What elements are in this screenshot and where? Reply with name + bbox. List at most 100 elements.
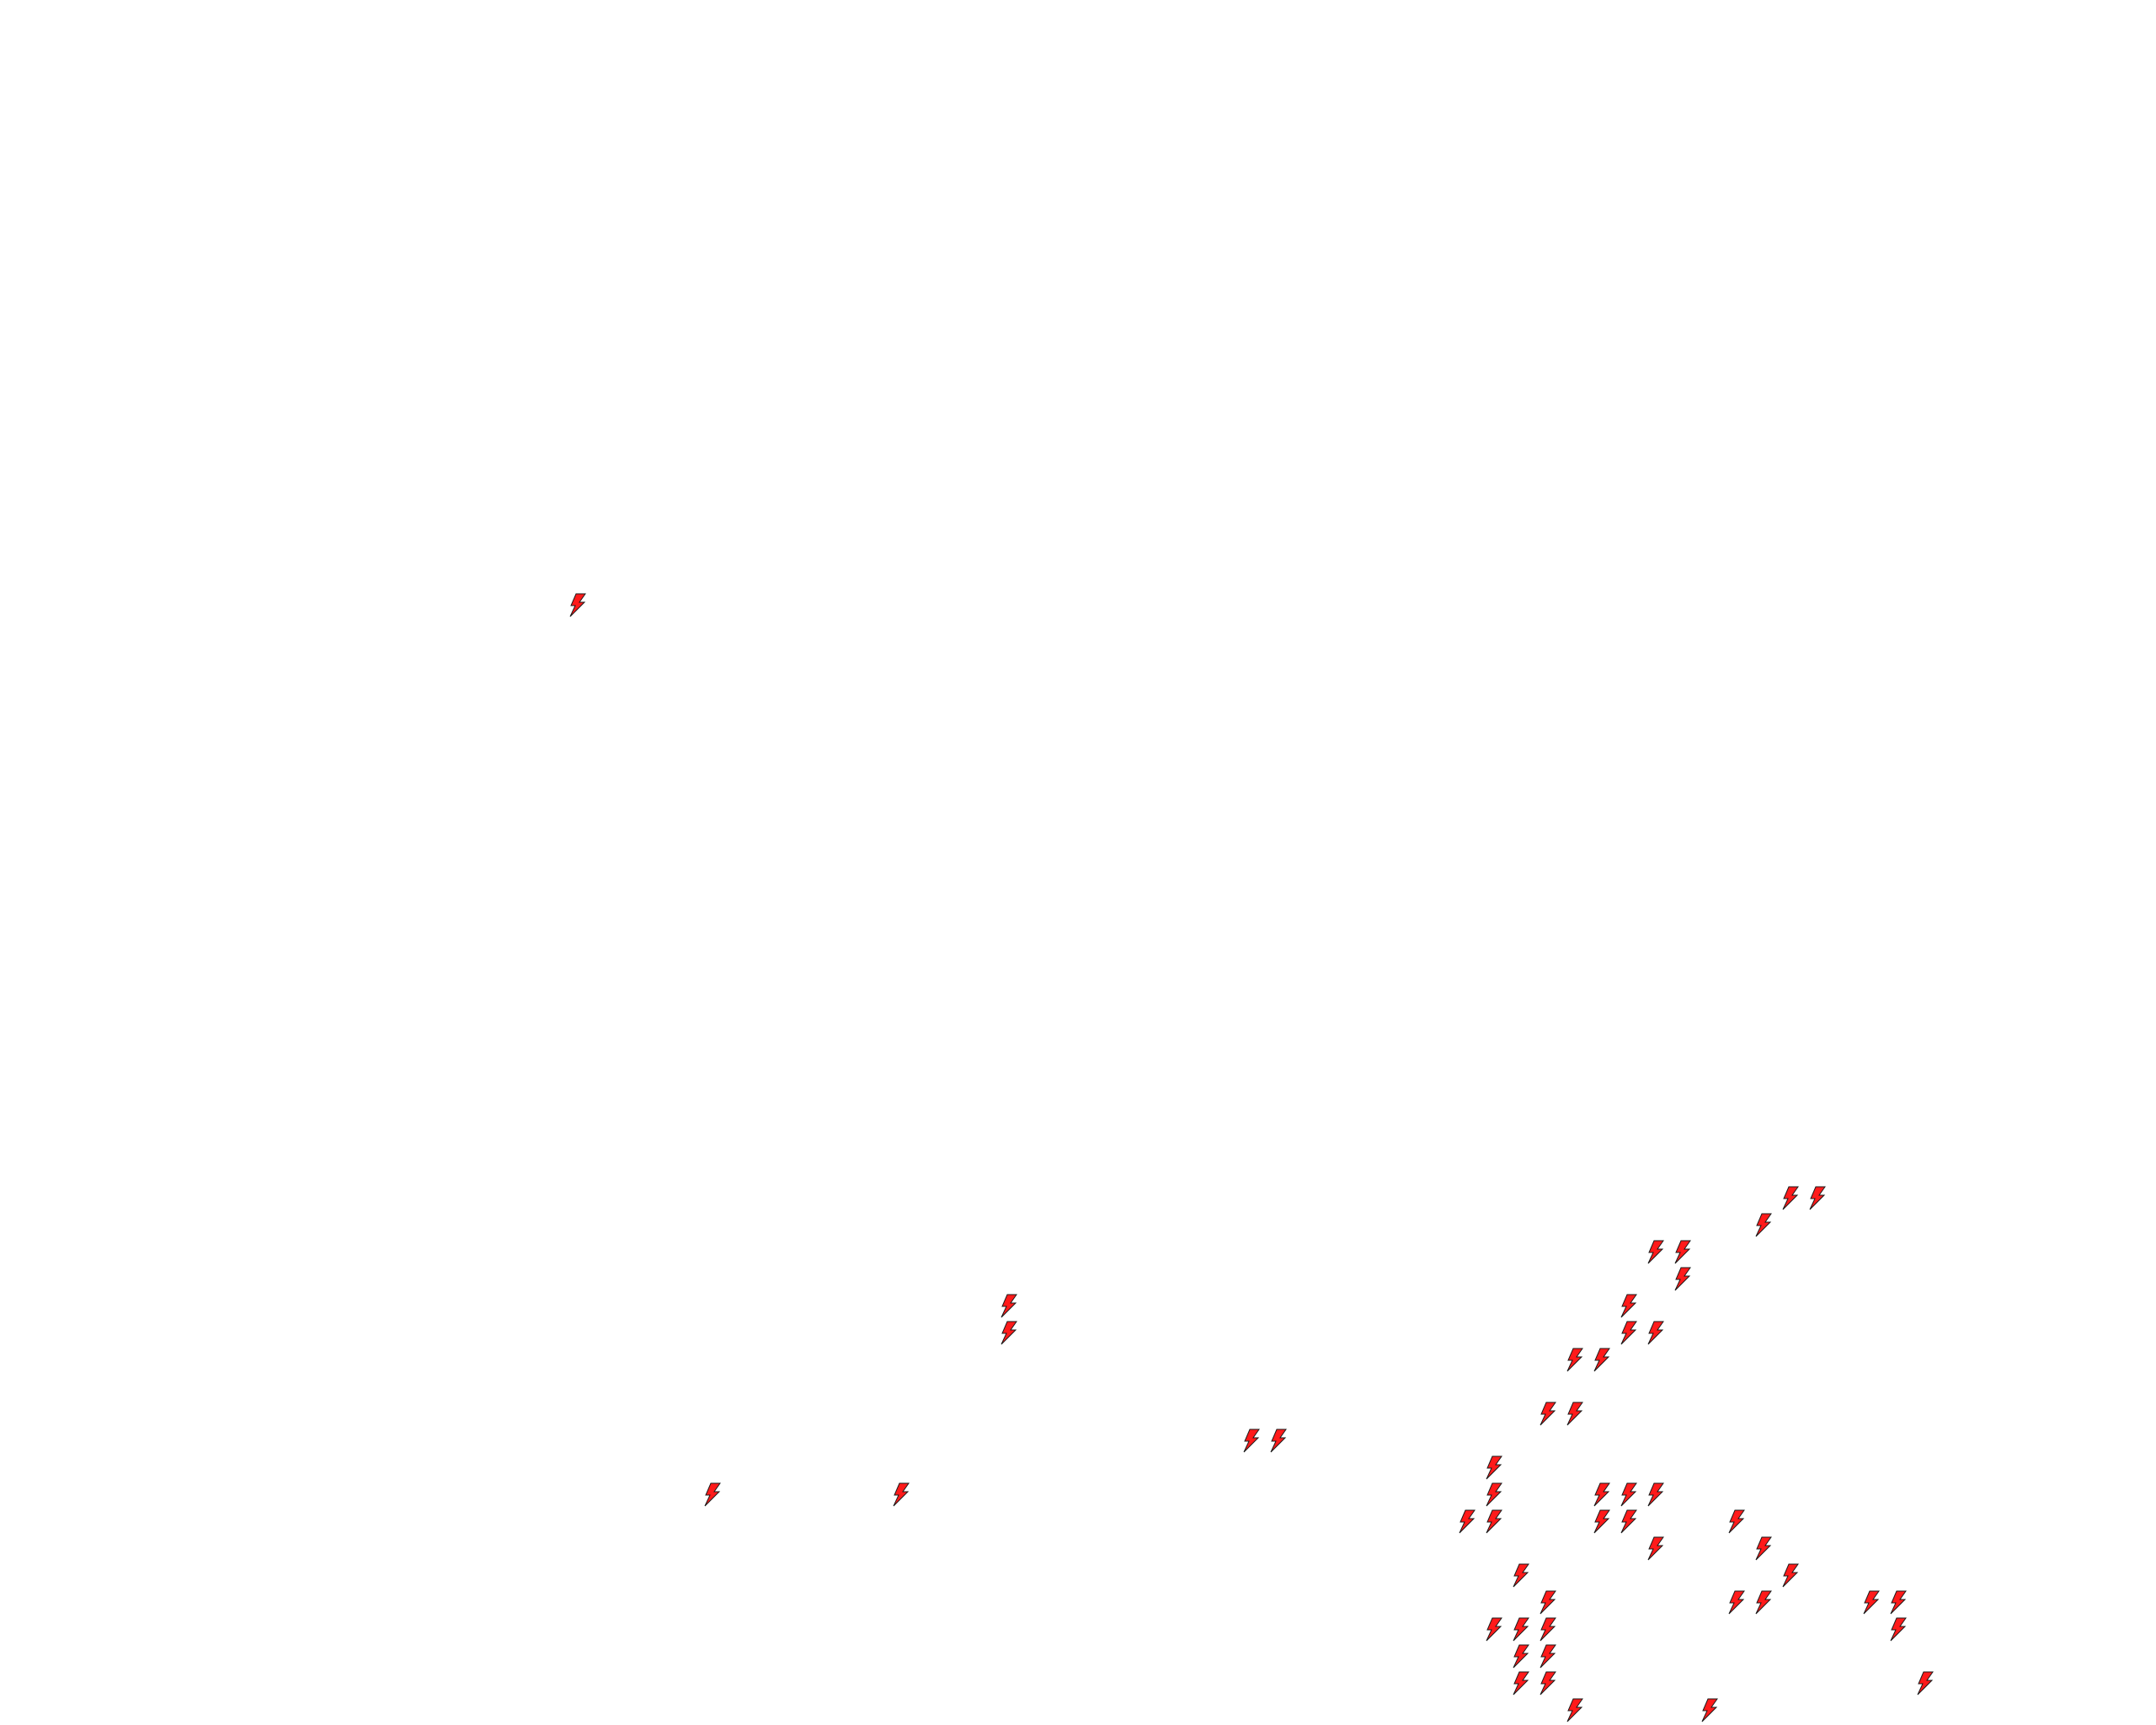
lightning-bolt-icon — [1647, 1321, 1664, 1344]
board-cell[interactable] — [699, 1481, 726, 1508]
board-cell[interactable] — [1642, 1319, 1669, 1346]
lightning-bolt-icon — [1890, 1590, 1907, 1614]
board-cell[interactable] — [1534, 1642, 1561, 1669]
board-cell[interactable] — [1669, 1238, 1696, 1265]
lightning-bolt-icon — [1270, 1429, 1287, 1452]
board-cell[interactable] — [1750, 1211, 1777, 1238]
board-cell[interactable] — [1723, 1508, 1750, 1535]
board-cell[interactable] — [1723, 1589, 1750, 1616]
board-cell[interactable] — [1534, 1669, 1561, 1696]
lightning-bolt-icon — [1647, 1536, 1664, 1560]
board-cell[interactable] — [1777, 1184, 1804, 1211]
lightning-bolt-icon — [1755, 1536, 1772, 1560]
lightning-bolt-icon — [1593, 1482, 1610, 1506]
board-cell[interactable] — [1885, 1589, 1912, 1616]
board-cell[interactable] — [1561, 1400, 1588, 1427]
lightning-bolt-icon — [1001, 1294, 1017, 1317]
lightning-bolt-icon — [1513, 1671, 1529, 1695]
board-cell[interactable] — [1265, 1427, 1292, 1454]
board-cell[interactable] — [1642, 1535, 1669, 1562]
board-cell[interactable] — [1615, 1319, 1642, 1346]
lightning-bolt-icon — [1755, 1213, 1772, 1236]
lightning-bolt-icon — [1540, 1671, 1556, 1695]
board-cell[interactable] — [1642, 1481, 1669, 1508]
board-cell[interactable] — [1615, 1292, 1642, 1319]
board-cell[interactable] — [995, 1292, 1022, 1319]
board-cell[interactable] — [1588, 1346, 1615, 1373]
lightning-bolt-icon — [1486, 1617, 1502, 1641]
board-cell[interactable] — [1696, 1696, 1723, 1723]
lightning-bolt-icon — [1459, 1509, 1476, 1533]
board-cell[interactable] — [1642, 1238, 1669, 1265]
lightning-bolt-icon — [1540, 1402, 1556, 1425]
lightning-bolt-icon — [1674, 1240, 1691, 1263]
lightning-bolt-icon — [1728, 1590, 1745, 1614]
lightning-bolt-icon — [1620, 1321, 1637, 1344]
lightning-bolt-icon — [1620, 1482, 1637, 1506]
lightning-bolt-icon — [1674, 1267, 1691, 1290]
lightning-bolt-icon — [1243, 1429, 1260, 1452]
lightning-bolt-icon — [1620, 1294, 1637, 1317]
lightning-bolt-icon — [1701, 1698, 1718, 1722]
board-cell[interactable] — [1615, 1481, 1642, 1508]
lightning-bolt-icon — [1755, 1590, 1772, 1614]
board-cell[interactable] — [1804, 1184, 1831, 1211]
lightning-bolt-icon — [1890, 1617, 1907, 1641]
board-cell[interactable] — [1750, 1535, 1777, 1562]
board-cell[interactable] — [1534, 1616, 1561, 1642]
board-cell[interactable] — [1561, 1696, 1588, 1723]
lightning-bolt-icon — [1540, 1644, 1556, 1668]
lightning-bolt-icon — [1620, 1509, 1637, 1533]
board-cell[interactable] — [1588, 1481, 1615, 1508]
board-cell[interactable] — [1777, 1562, 1804, 1589]
lightning-bolt-icon — [569, 593, 586, 617]
board-cell[interactable] — [1238, 1427, 1265, 1454]
lightning-bolt-icon — [1540, 1590, 1556, 1614]
lightning-bolt-icon — [1593, 1348, 1610, 1371]
board-cell[interactable] — [1481, 1616, 1508, 1642]
board-cell[interactable] — [1481, 1508, 1508, 1535]
lightning-bolt-icon — [1001, 1321, 1017, 1344]
board-cell[interactable] — [1912, 1669, 1939, 1696]
lightning-bolt-icon — [1513, 1644, 1529, 1668]
lightning-bolt-icon — [1647, 1240, 1664, 1263]
lightning-bolt-icon — [1513, 1617, 1529, 1641]
lightning-bolt-icon — [1566, 1402, 1583, 1425]
board-cell[interactable] — [1508, 1562, 1534, 1589]
board-cell[interactable] — [1615, 1508, 1642, 1535]
board-cell[interactable] — [564, 591, 591, 618]
board-cell[interactable] — [1885, 1616, 1912, 1642]
lightning-bolt-icon — [1782, 1563, 1799, 1587]
board-cell[interactable] — [1750, 1589, 1777, 1616]
lightning-bolt-icon — [704, 1482, 721, 1506]
lightning-bolt-icon — [1647, 1482, 1664, 1506]
board-cell[interactable] — [1508, 1669, 1534, 1696]
lightning-bolt-icon — [1782, 1186, 1799, 1210]
lightning-bolt-icon — [1809, 1186, 1826, 1210]
board-cell[interactable] — [995, 1319, 1022, 1346]
lightning-bolt-icon — [1728, 1509, 1745, 1533]
board-cell[interactable] — [1534, 1589, 1561, 1616]
lightning-bolt-icon — [1566, 1698, 1583, 1722]
board-cell[interactable] — [1508, 1616, 1534, 1642]
lightning-bolt-icon — [1917, 1671, 1934, 1695]
board-cell[interactable] — [1858, 1589, 1885, 1616]
lightning-bolt-icon — [1566, 1348, 1583, 1371]
lightning-bolt-icon — [1513, 1563, 1529, 1587]
board-cell[interactable] — [1669, 1265, 1696, 1292]
board-cell[interactable] — [1534, 1400, 1561, 1427]
board-cell[interactable] — [1508, 1642, 1534, 1669]
lightning-bolt-icon — [1593, 1509, 1610, 1533]
board-cell[interactable] — [1481, 1454, 1508, 1481]
board-cell[interactable] — [1588, 1508, 1615, 1535]
lightning-bolt-icon — [893, 1482, 910, 1506]
lightning-bolt-icon — [1863, 1590, 1880, 1614]
board-cell[interactable] — [1454, 1508, 1481, 1535]
board-cell[interactable] — [888, 1481, 915, 1508]
lightning-bolt-icon — [1486, 1482, 1502, 1506]
lightning-bolt-icon — [1486, 1509, 1502, 1533]
board-cell[interactable] — [1561, 1346, 1588, 1373]
lightning-bolt-icon — [1486, 1455, 1502, 1479]
board-cell[interactable] — [1481, 1481, 1508, 1508]
